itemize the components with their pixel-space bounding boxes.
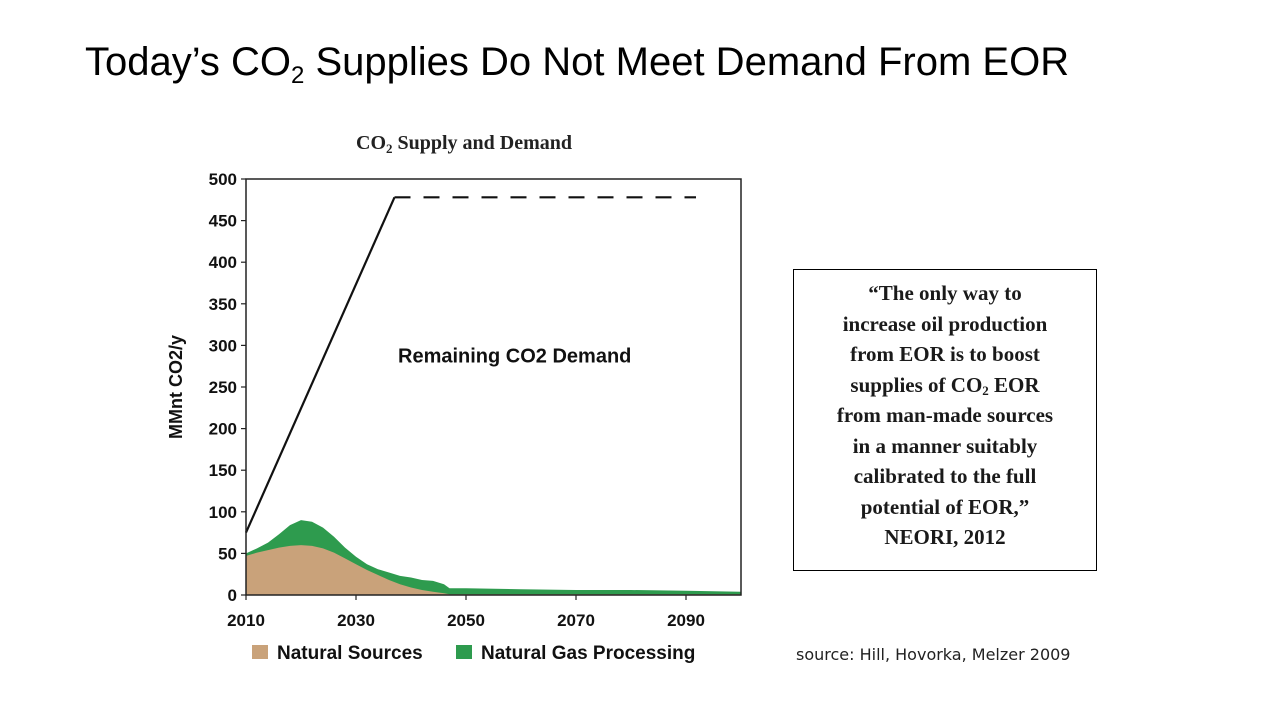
quote-line-post: EOR	[988, 372, 1040, 397]
slide-title-post: Supplies Do Not Meet Demand From EOR	[304, 40, 1070, 84]
quote-attribution: NEORI, 2012	[884, 525, 1006, 549]
quote-line-subscript: 2	[982, 382, 989, 398]
y-tick-label: 450	[209, 212, 237, 231]
slide-title-pre: Today’s CO	[85, 40, 292, 84]
x-tick-label: 2090	[667, 611, 705, 630]
quote-line: “The only way to	[868, 281, 1022, 305]
area-natural-sources	[246, 545, 741, 595]
y-tick-label: 500	[209, 170, 237, 189]
quote-line-pre: supplies of CO	[850, 372, 983, 397]
quote-line: calibrated to the full	[853, 464, 1037, 488]
y-tick-label: 150	[209, 461, 237, 480]
y-tick-label: 200	[209, 420, 237, 439]
x-tick-label: 2010	[227, 611, 265, 630]
chart-title-pre: CO	[356, 132, 386, 154]
quote-line: in a manner suitably	[852, 433, 1038, 458]
slide-title: Today’s CO2 Supplies Do Not Meet Demand …	[85, 40, 1070, 88]
quote-line: supplies of CO2 EOR	[794, 370, 1096, 401]
quote-box: “The only way to increase oil production…	[793, 269, 1097, 571]
quote-text: “The only way to increase oil production…	[794, 278, 1096, 553]
demand-line	[244, 196, 396, 534]
quote-line: from man-made sources	[836, 403, 1054, 427]
y-tick-label: 100	[209, 503, 237, 522]
y-tick-label: 300	[209, 336, 237, 355]
x-tick-label: 2050	[447, 611, 485, 630]
source-note: source: Hill, Hovorka, Melzer 2009	[796, 645, 1071, 664]
chart-title-subscript: 2	[386, 141, 393, 156]
y-tick-label: 50	[218, 544, 237, 563]
x-tick-label: 2030	[337, 611, 375, 630]
legend-label-natural-gas-processing: Natural Gas Processing	[481, 643, 695, 664]
y-tick-label: 250	[209, 378, 237, 397]
chart-title-post: Supply and Demand	[392, 132, 573, 154]
quote-line: from EOR is to boost	[850, 342, 1040, 366]
x-tick-label: 2070	[557, 611, 595, 630]
y-tick-label: 350	[209, 295, 237, 314]
y-tick-label: 400	[209, 253, 237, 272]
y-tick-label: 0	[228, 586, 237, 605]
legend-label-natural-sources: Natural Sources	[277, 643, 423, 664]
quote-line: potential of EOR,”	[860, 494, 1030, 519]
chart-title: CO2 Supply and Demand	[356, 132, 572, 155]
slide-title-subscript: 2	[291, 62, 305, 89]
quote-line: increase oil production	[842, 311, 1048, 336]
y-axis-label: MMnt CO2/y	[166, 335, 186, 439]
legend-swatch-natural-gas-processing	[456, 645, 472, 659]
legend-swatch-natural-sources	[252, 645, 268, 659]
annotation-remaining-demand: Remaining CO2 Demand	[398, 345, 631, 367]
